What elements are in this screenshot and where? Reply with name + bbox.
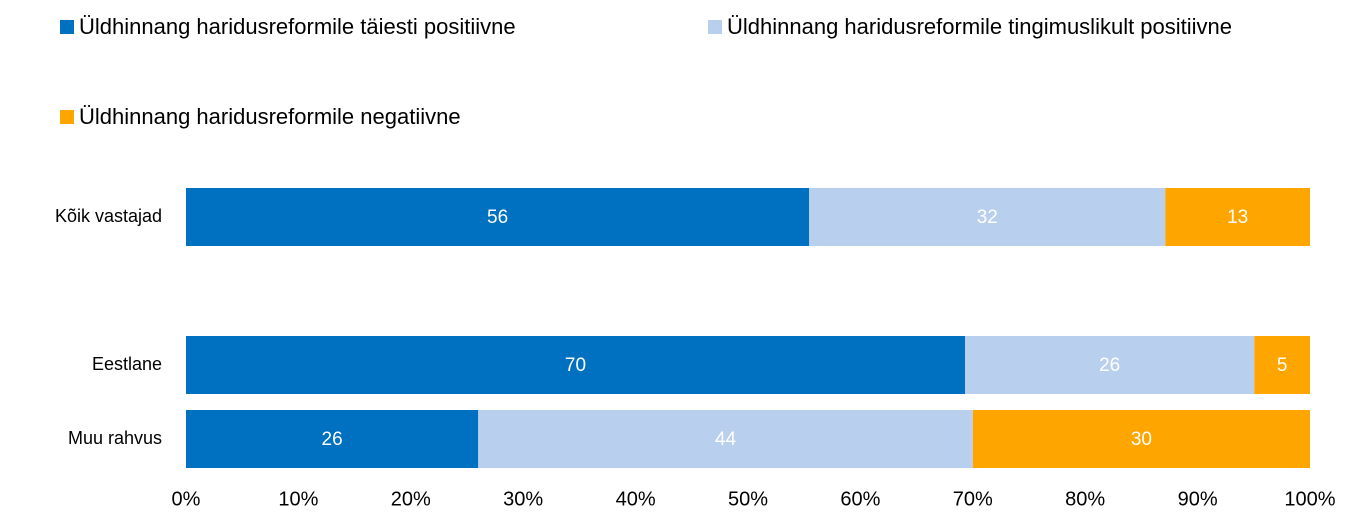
x-tick-label: 70% <box>953 488 993 510</box>
bar-segment <box>186 188 810 246</box>
bar-segment <box>186 336 966 394</box>
legend-label: Üldhinnang haridusreformile negatiivne <box>79 104 461 129</box>
legend-swatch <box>60 20 74 34</box>
value-label: 44 <box>715 429 737 450</box>
category-label: Kõik vastajad <box>55 206 162 226</box>
legend-swatch <box>60 110 74 124</box>
value-label: 32 <box>977 207 998 228</box>
legend-label: Üldhinnang haridusreformile täiesti posi… <box>79 14 516 39</box>
value-label: 30 <box>1131 429 1152 450</box>
x-tick-label: 30% <box>503 488 543 510</box>
x-tick-label: 20% <box>391 488 431 510</box>
bar-segment <box>965 336 1255 394</box>
legend-swatch <box>708 20 722 34</box>
value-label: 56 <box>487 207 508 228</box>
x-tick-label: 100% <box>1284 488 1335 510</box>
legend-label: Üldhinnang haridusreformile tingimusliku… <box>727 14 1232 39</box>
bar-segment <box>1254 336 1310 394</box>
bar-segment <box>809 188 1166 246</box>
x-tick-label: 90% <box>1178 488 1218 510</box>
x-tick-label: 10% <box>278 488 318 510</box>
bar-segment <box>478 410 973 468</box>
x-tick-label: 40% <box>616 488 656 510</box>
category-label: Eestlane <box>92 354 162 374</box>
bar-segment <box>972 410 1310 468</box>
x-tick-label: 50% <box>728 488 768 510</box>
bar-segment <box>1165 188 1310 246</box>
category-label: Muu rahvus <box>68 428 162 448</box>
value-label: 13 <box>1227 207 1248 228</box>
x-tick-label: 0% <box>172 488 201 510</box>
bar-segment <box>186 410 479 468</box>
value-label: 26 <box>322 429 343 450</box>
x-tick-label: 80% <box>1065 488 1105 510</box>
value-label: 70 <box>565 355 586 376</box>
value-label: 26 <box>1099 355 1120 376</box>
x-tick-label: 60% <box>840 488 880 510</box>
value-label: 5 <box>1277 355 1288 376</box>
